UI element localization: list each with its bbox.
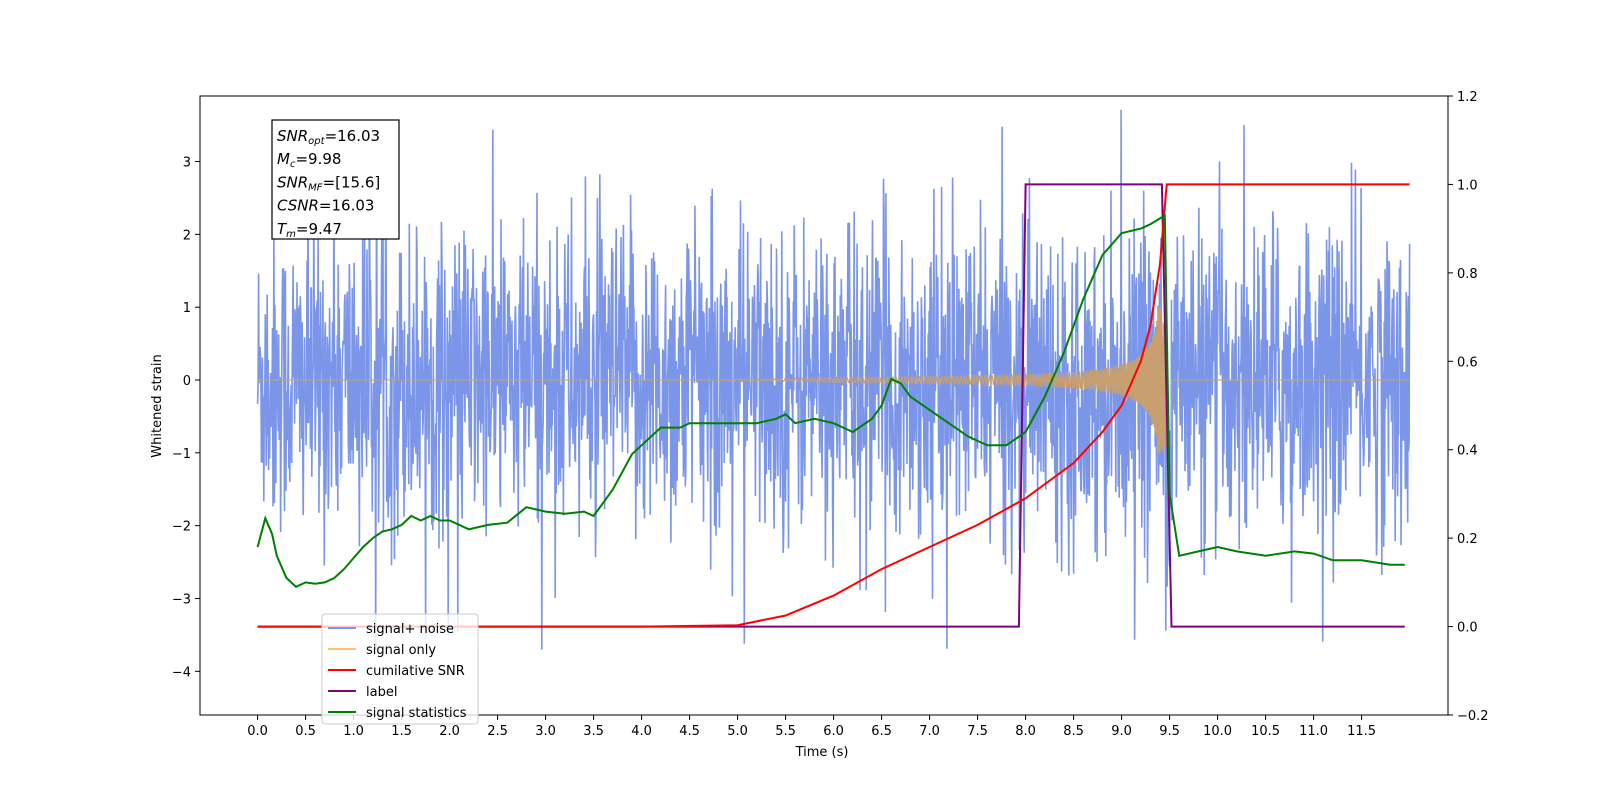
y-left-tick-label: 0 xyxy=(183,374,191,389)
annotation-line: SNRMF=[15.6] xyxy=(277,173,380,193)
legend-label: label xyxy=(366,685,397,700)
x-tick-label: 4.5 xyxy=(679,724,700,739)
series-signal-only xyxy=(257,307,1410,453)
legend: signal+ noise signal only cumilative SNR la… xyxy=(321,613,479,725)
series-signal-plus-noise xyxy=(256,109,1411,650)
legend-label: signal only xyxy=(366,643,436,658)
x-tick-label: 6.5 xyxy=(871,724,892,739)
x-tick-label: 8.5 xyxy=(1063,724,1084,739)
annotation-line: Tm=9.47 xyxy=(277,220,342,240)
y-left-tick-label: −4 xyxy=(172,665,191,680)
x-tick-label: 0.0 xyxy=(247,724,268,739)
x-tick-label: 11.0 xyxy=(1299,724,1328,739)
x-tick-label: 3.0 xyxy=(535,724,556,739)
legend-label: signal+ noise xyxy=(366,622,454,637)
x-tick-label: 9.0 xyxy=(1111,724,1132,739)
x-tick-label: 2.0 xyxy=(439,724,460,739)
series-label xyxy=(257,183,1405,628)
x-axis: 0.0 0.5 1.0 1.5 2.0 2.5 3.0 3.5 4.0 4.5 5.0 5.5 6.0 6… xyxy=(247,715,1376,739)
x-tick-label: 8.0 xyxy=(1015,724,1036,739)
y-left-tick-label: 1 xyxy=(183,301,191,316)
x-tick-label: 7.0 xyxy=(919,724,940,739)
x-tick-label: 5.0 xyxy=(727,724,748,739)
x-tick-label: 7.5 xyxy=(967,724,988,739)
x-tick-label: 0.5 xyxy=(295,724,316,739)
x-tick-label: 4.0 xyxy=(631,724,652,739)
x-tick-label: 1.5 xyxy=(391,724,412,739)
x-tick-label: 9.5 xyxy=(1159,724,1180,739)
annotation-line: CSNR=16.03 xyxy=(277,197,374,215)
y-right-tick-label: 0.6 xyxy=(1457,355,1478,370)
y-axis-right: 1.2 1.0 0.8 0.6 0.4 0.2 0.0 −0.2 xyxy=(1448,90,1489,724)
annotation-line: SNRopt=16.03 xyxy=(277,127,380,147)
x-tick-label: 2.5 xyxy=(487,724,508,739)
x-tick-label: 3.5 xyxy=(583,724,604,739)
y-right-tick-label: 0.2 xyxy=(1457,532,1478,547)
y-axis-left: 3 2 1 0 −1 −2 −3 −4 xyxy=(172,156,200,680)
y-right-tick-label: 0.8 xyxy=(1457,267,1478,282)
legend-label: cumilative SNR xyxy=(366,664,465,679)
y-left-tick-label: −2 xyxy=(172,520,191,535)
y-right-tick-label: 1.0 xyxy=(1457,178,1478,193)
x-tick-label: 6.0 xyxy=(823,724,844,739)
x-axis-label: Time (s) xyxy=(795,745,849,760)
annotation-box: SNRopt=16.03 Mc=9.98 SNRMF=[15.6] CSNR=16.0… xyxy=(271,119,400,240)
legend-label: signal statistics xyxy=(366,706,467,721)
x-tick-label: 11.5 xyxy=(1347,724,1376,739)
y-left-tick-label: −3 xyxy=(172,592,191,607)
x-tick-label: 10.0 xyxy=(1203,724,1232,739)
series-signal-statistics xyxy=(256,213,1405,588)
y-right-tick-label: −0.2 xyxy=(1457,709,1489,724)
y-left-tick-label: 2 xyxy=(183,228,191,243)
y-right-tick-label: 1.2 xyxy=(1457,90,1478,105)
axes-frame xyxy=(199,95,1449,716)
y-left-tick-label: 3 xyxy=(183,156,191,171)
y-left-tick-label: −1 xyxy=(172,447,191,462)
y-right-tick-label: 0.0 xyxy=(1457,621,1478,636)
series-cumilative-snr xyxy=(257,183,1410,628)
x-tick-label: 1.0 xyxy=(343,724,364,739)
y-axis-left-label: Whitened strain xyxy=(150,354,165,457)
annotation-line: Mc=9.98 xyxy=(277,150,341,170)
plot-area xyxy=(256,109,1411,650)
y-right-tick-label: 0.4 xyxy=(1457,444,1478,459)
x-tick-label: 10.5 xyxy=(1251,724,1280,739)
x-tick-label: 5.5 xyxy=(775,724,796,739)
